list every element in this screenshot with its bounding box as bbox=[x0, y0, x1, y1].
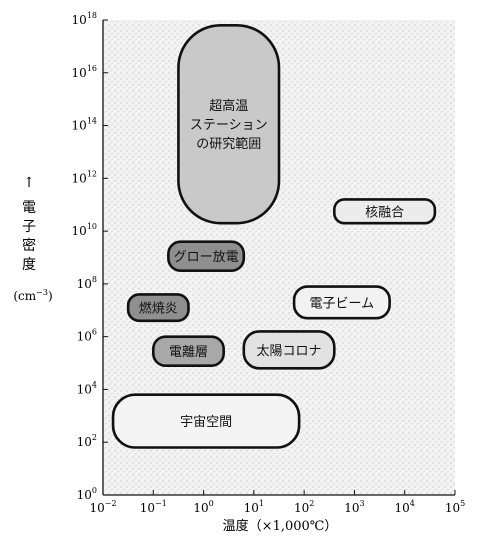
y-tick-label: 108 bbox=[77, 275, 97, 291]
region-label: 燃焼炎 bbox=[139, 301, 178, 317]
region-shape bbox=[111, 393, 301, 449]
x-tick-label: 101 bbox=[244, 499, 264, 515]
region-label: 宇宙空間 bbox=[180, 415, 232, 430]
y-axis-label: ↑ 電 子 密 度 (cm−3) bbox=[13, 175, 52, 303]
y-tick-label: 106 bbox=[77, 328, 97, 344]
x-tick-label: 10−2 bbox=[89, 499, 116, 515]
y-tick-label: 1018 bbox=[72, 11, 97, 27]
y-axis-unit: (cm−3) bbox=[13, 288, 52, 303]
x-tick-label: 100 bbox=[193, 499, 213, 515]
region-solar-corona: 太陽コロナ bbox=[242, 330, 336, 370]
region-shape bbox=[167, 240, 246, 272]
y-tick-label: 102 bbox=[77, 433, 97, 449]
region-label: 太陽コロナ bbox=[257, 344, 322, 359]
y-tick-label: 1016 bbox=[72, 64, 97, 80]
region-label: ステーション bbox=[190, 118, 268, 133]
x-tick-label: 10−1 bbox=[140, 499, 167, 515]
region-shape bbox=[177, 23, 281, 225]
region-shape bbox=[292, 285, 391, 320]
region-label: 超高温 bbox=[209, 98, 248, 114]
y-tick-label: 1012 bbox=[72, 169, 97, 185]
y-axis-arrow: ↑ bbox=[23, 175, 35, 191]
region-glow-discharge: グロー放電 bbox=[167, 240, 246, 272]
x-tick-label: 102 bbox=[294, 499, 314, 515]
y-axis-label-char-2: 子 bbox=[22, 219, 36, 235]
y-axis-label-char-3: 密 bbox=[22, 237, 36, 254]
region-label: 核融合 bbox=[365, 205, 404, 220]
y-tick-label: 104 bbox=[77, 380, 97, 396]
region-label: 電子ビーム bbox=[310, 296, 375, 311]
region-electron-beam: 電子ビーム bbox=[292, 285, 391, 320]
region-shape bbox=[126, 293, 190, 323]
region-shape bbox=[242, 330, 336, 370]
region-shape bbox=[151, 335, 225, 367]
y-axis-label-char-4: 度 bbox=[22, 257, 36, 273]
y-tick-label: 100 bbox=[77, 486, 97, 502]
region-shape bbox=[333, 198, 437, 225]
y-tick-label: 1014 bbox=[72, 117, 97, 133]
region-label: 電離層 bbox=[169, 345, 208, 360]
y-tick-label: 1010 bbox=[72, 222, 97, 238]
region-ionosphere: 電離層 bbox=[151, 335, 225, 367]
x-tick-label: 104 bbox=[395, 499, 415, 515]
x-tick-label: 103 bbox=[344, 499, 364, 515]
region-label: の研究範囲 bbox=[196, 137, 261, 152]
y-axis-label-char-1: 電 bbox=[22, 200, 36, 216]
region-outer-space: 宇宙空間 bbox=[111, 393, 301, 449]
x-axis-label: 温度（×1,000℃） bbox=[223, 518, 338, 534]
ticks-layer: 10−2 10−1 100 101 102 103 104 105 100 102 104 106 10… bbox=[72, 11, 466, 515]
region-label: グロー放電 bbox=[174, 250, 239, 265]
region-combustion-flame: 燃焼炎 bbox=[126, 293, 190, 323]
x-tick-label: 105 bbox=[445, 499, 465, 515]
region-nuclear-fusion: 核融合 bbox=[333, 198, 437, 225]
